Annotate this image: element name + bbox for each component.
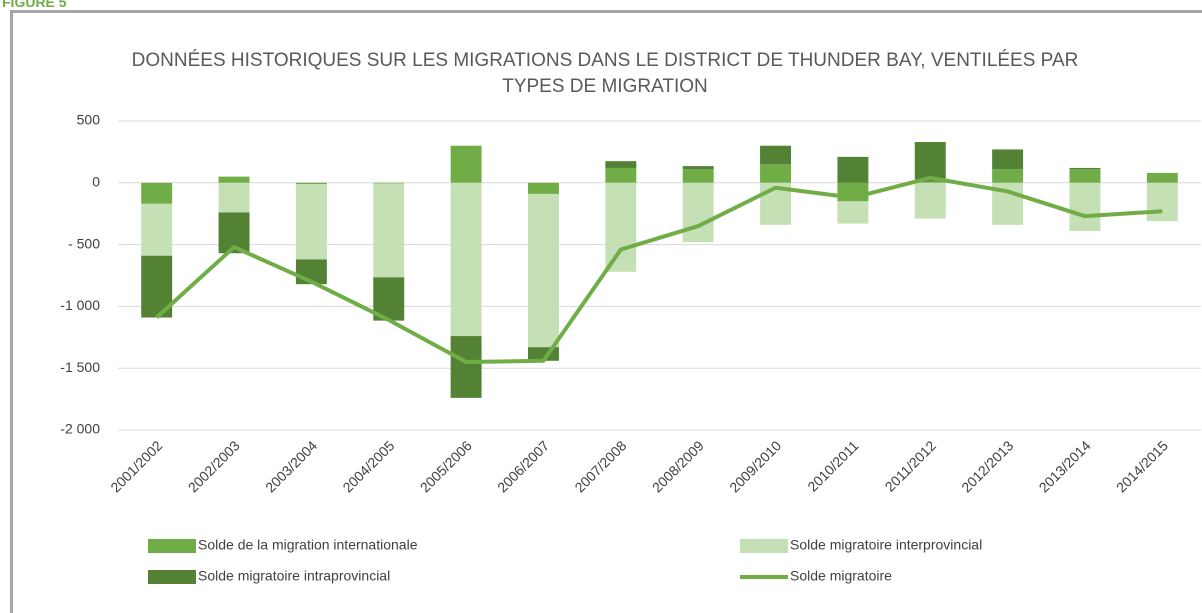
bar <box>992 169 1024 183</box>
bar <box>450 145 482 183</box>
legend-label: Solde migratoire intraprovincial <box>198 568 390 584</box>
bar <box>450 182 482 337</box>
chart-title: DONNÉES HISTORIQUES SUR LES MIGRATIONS D… <box>131 50 1079 97</box>
bar <box>682 182 714 243</box>
bar <box>373 182 405 184</box>
legend-swatch <box>148 539 196 553</box>
bar <box>605 182 637 272</box>
legend-label: Solde migratoire <box>790 568 892 584</box>
legend-label: Solde migratoire interprovincial <box>790 537 982 553</box>
x-tick-label: 2003/2004 <box>262 437 320 495</box>
x-tick-label: 2014/2015 <box>1113 437 1171 495</box>
legend-label: Solde de la migration internationale <box>198 537 418 553</box>
x-tick-label: 2002/2003 <box>185 437 243 495</box>
bar <box>914 182 946 219</box>
x-tick-label: 2012/2013 <box>958 437 1016 495</box>
legend-swatch <box>148 570 196 584</box>
bar <box>914 142 946 182</box>
x-tick-label: 2009/2010 <box>726 437 784 495</box>
y-tick-label: -1 000 <box>60 297 100 313</box>
bar <box>837 156 869 183</box>
frame <box>10 10 1202 613</box>
x-tick-label: 2001/2002 <box>107 437 165 495</box>
x-tick-label: 2005/2006 <box>417 437 475 495</box>
x-tick-label: 2011/2012 <box>882 437 940 495</box>
bar <box>837 201 869 224</box>
x-tick-label: 2013/2014 <box>1036 437 1094 495</box>
x-tick-label: 2010/2011 <box>804 437 862 495</box>
line <box>155 175 1163 365</box>
bar <box>992 149 1024 170</box>
bar <box>218 176 250 183</box>
x-tick-label: 2006/2007 <box>494 437 552 495</box>
y-tick-label: -1 500 <box>60 359 100 375</box>
y-tick-label: 0 <box>92 174 100 190</box>
bar <box>1069 167 1101 170</box>
bar <box>605 167 637 183</box>
bar <box>450 336 482 398</box>
x-tick-label: 2007/2008 <box>571 437 629 495</box>
bar <box>605 161 637 168</box>
bar <box>1146 172 1178 183</box>
bar <box>1146 182 1178 222</box>
bar <box>760 145 792 165</box>
bar <box>141 203 173 256</box>
x-tick-label: 2004/2005 <box>339 437 397 495</box>
bar <box>1069 182 1101 232</box>
bar <box>682 166 714 170</box>
figure-label: FIGURE 5 <box>2 0 67 10</box>
y-tick-label: -2 000 <box>60 421 100 437</box>
bar <box>760 164 792 183</box>
bar <box>527 182 559 194</box>
bar <box>682 169 714 183</box>
bar <box>141 182 173 204</box>
bar <box>295 182 327 185</box>
x-tick-label: 2008/2009 <box>649 437 707 495</box>
bar <box>914 181 946 183</box>
bar <box>373 183 405 278</box>
y-tick-label: 500 <box>77 112 101 128</box>
legend-swatch <box>740 539 788 553</box>
chart: -2 000 -1 500 -1 000 - 500 0 500 2001/2002 2002… <box>60 112 1201 584</box>
bar <box>295 184 327 260</box>
y-tick-label: - 500 <box>68 235 100 251</box>
bar <box>1069 169 1101 183</box>
bar <box>527 193 559 348</box>
bar <box>218 182 250 213</box>
